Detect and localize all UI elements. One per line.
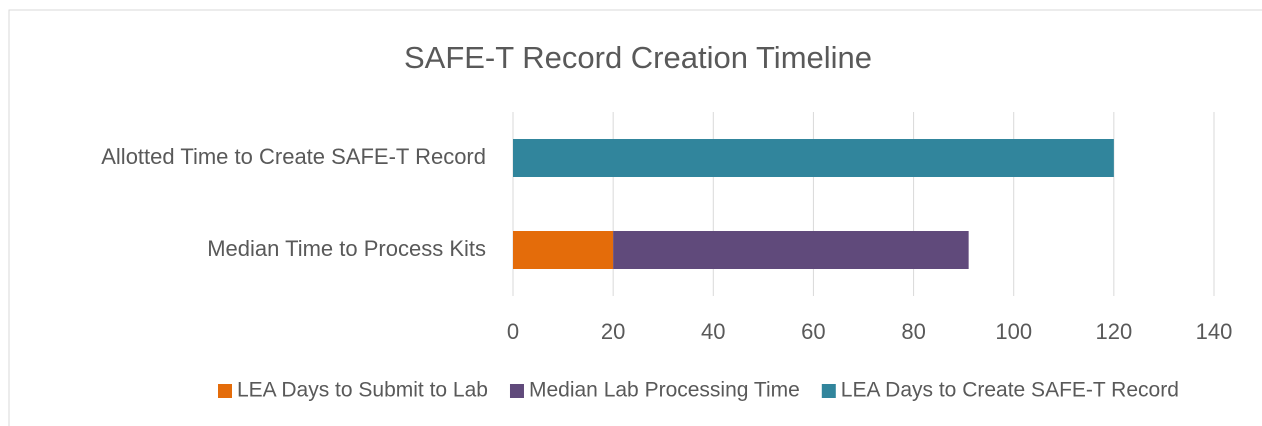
legend-label: Median Lab Processing Time [529,379,800,402]
x-tick-label: 120 [1095,319,1132,344]
x-tick-label: 40 [701,319,725,344]
bar-segment [513,139,1114,177]
legend-swatch [509,384,524,398]
x-tick-label: 0 [507,319,519,344]
y-tick-label: Allotted Time to Create SAFE-T Record [101,144,486,169]
legend-swatch [218,384,232,398]
x-tick-label: 60 [801,319,825,344]
x-tick-label: 100 [995,319,1032,344]
chart-title: SAFE-T Record Creation Timeline [404,40,872,75]
x-tick-label: 140 [1196,319,1233,344]
x-tick-label: 80 [901,319,925,344]
legend-swatch [821,384,836,398]
y-tick-label: Median Time to Process Kits [207,236,486,261]
chart-border [8,9,1262,426]
bar-segment [513,231,614,269]
legend-label: LEA Days to Create SAFE-T Record [841,379,1179,402]
x-tick-label: 20 [601,319,625,344]
legend-label: LEA Days to Submit to Lab [237,379,488,402]
bar-segment [613,231,969,269]
